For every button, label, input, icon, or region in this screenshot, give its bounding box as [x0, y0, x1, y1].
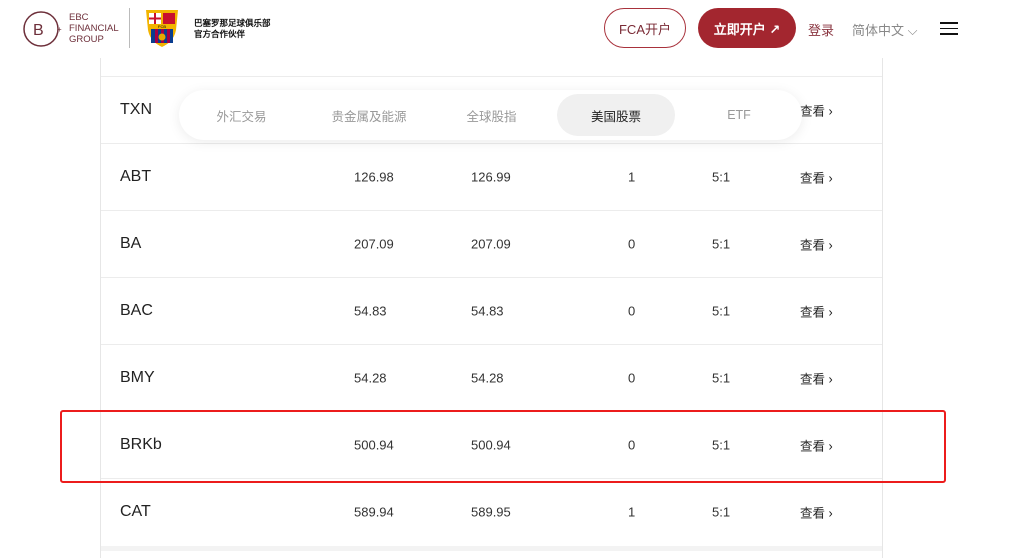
view-link[interactable]: 查看 ›	[800, 171, 833, 186]
cell-leverage: 5:1	[712, 370, 731, 386]
open-account-button[interactable]: 立即开户 ↗	[698, 8, 796, 48]
cell-bid: 207.09	[354, 236, 394, 252]
cell-min: 0	[628, 303, 636, 319]
tab-us-stocks[interactable]: 美国股票	[557, 94, 675, 136]
svg-text:B: B	[33, 22, 44, 39]
table-row: TXN 查看 ›	[101, 76, 882, 143]
table-row: BMY 54.28 54.28 0 5:1 查看 ›	[101, 344, 882, 411]
view-link[interactable]: 查看 ›	[800, 104, 833, 119]
cell-leverage: 5:1	[712, 437, 731, 453]
hamburger-menu-icon[interactable]	[940, 22, 958, 35]
fca-open-account-button[interactable]: FCA开户	[604, 8, 686, 48]
table-row: ABT 126.98 126.99 1 5:1 查看 ›	[101, 143, 882, 210]
language-label: 简体中文	[852, 23, 905, 38]
cell-bid: 589.94	[354, 504, 394, 520]
partner-line: 巴塞罗那足球俱乐部	[194, 18, 271, 28]
cell-min: 0	[628, 437, 636, 453]
cell-leverage: 5:1	[712, 236, 731, 252]
cell-bid: 126.98	[354, 169, 394, 185]
cell-bid: 54.83	[354, 303, 387, 319]
cell-symbol: BA	[120, 235, 142, 252]
cell-bid: 54.28	[354, 370, 387, 386]
cell-leverage: 5:1	[712, 169, 731, 185]
view-link[interactable]: 查看 ›	[800, 506, 833, 521]
cell-min: 0	[628, 370, 636, 386]
view-link[interactable]: 查看 ›	[800, 238, 833, 253]
cell-leverage: 5:1	[712, 303, 731, 319]
view-link[interactable]: 查看 ›	[800, 305, 833, 320]
cell-min: 0	[628, 236, 636, 252]
brand-line: GROUP	[69, 34, 104, 45]
cell-min: 1	[628, 169, 636, 185]
cell-ask: 207.09	[471, 236, 511, 252]
svg-text:+: +	[57, 25, 62, 34]
cell-ask: 589.95	[471, 504, 511, 520]
cell-symbol: BRKb	[120, 436, 162, 453]
crest-text: FCB	[158, 24, 166, 29]
brand-line: EBC	[69, 12, 89, 23]
table-footer	[101, 546, 882, 551]
divider	[129, 8, 130, 48]
brand-line: FINANCIAL	[69, 23, 119, 34]
cell-ask: 500.94	[471, 437, 511, 453]
cell-symbol: CAT	[120, 503, 151, 520]
header: B + EBC FINANCIAL GROUP FCB 巴塞罗那足球俱乐部 官方合作伙伴…	[0, 0, 1018, 58]
tab-metals-energy[interactable]: 贵金属及能源	[331, 109, 407, 124]
table-row: BAC 54.83 54.83 0 5:1 查看 ›	[101, 277, 882, 344]
cell-symbol: ABT	[120, 168, 152, 185]
cell-symbol: BAC	[120, 302, 153, 319]
cell-symbol: BMY	[120, 369, 155, 386]
chevron-down-icon: ⌵	[907, 23, 918, 38]
cell-ask: 54.28	[471, 370, 504, 386]
tab-forex[interactable]: 外汇交易	[216, 109, 267, 124]
ebc-logo-icon[interactable]: B +	[22, 10, 62, 48]
partner-line: 官方合作伙伴	[194, 29, 246, 39]
table-row: BA 207.09 207.09 0 5:1 查看 ›	[101, 210, 882, 277]
category-tabs: 外汇交易 贵金属及能源 全球股指 美国股票 ETF	[179, 90, 802, 140]
partner-text: 巴塞罗那足球俱乐部 官方合作伙伴	[194, 18, 271, 40]
language-select[interactable]: 简体中文 ⌵	[852, 20, 918, 39]
view-link[interactable]: 查看 ›	[800, 372, 833, 387]
tab-indices[interactable]: 全球股指	[466, 109, 517, 124]
brand-name: EBC FINANCIAL GROUP	[69, 12, 119, 45]
cell-ask: 126.99	[471, 169, 511, 185]
us-stocks-table: TXN 查看 › ABT 126.98 126.99 1 5:1 查看 › BA 207.09 20…	[100, 58, 883, 558]
cell-bid: 500.94	[354, 437, 394, 453]
view-link[interactable]: 查看 ›	[800, 439, 833, 454]
fcb-crest-icon: FCB	[146, 10, 178, 47]
cell-ask: 54.83	[471, 303, 504, 319]
table-row: CAT 589.94 589.95 1 5:1 查看 ›	[101, 478, 882, 545]
highlight-box	[60, 410, 946, 483]
cell-symbol: TXN	[120, 101, 152, 118]
cell-leverage: 5:1	[712, 504, 731, 520]
cell-min: 1	[628, 504, 636, 520]
tab-etf[interactable]: ETF	[727, 108, 751, 122]
login-link[interactable]: 登录	[808, 23, 835, 38]
